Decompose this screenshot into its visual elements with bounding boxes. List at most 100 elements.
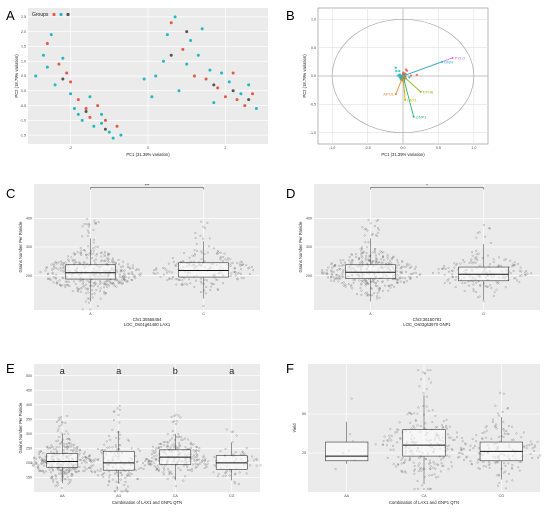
data-point [349,262,352,265]
x-axis-title: PC1 (31.39% variation) [126,152,170,157]
data-point [518,469,521,472]
data-point [66,468,69,471]
data-point [119,478,122,481]
data-point [349,433,351,436]
data-point [399,271,402,273]
data-point [203,459,206,462]
data-point [103,286,105,289]
data-point [199,234,202,237]
data-point [102,282,105,285]
scatter-point [61,56,65,60]
scatter-point [165,33,169,37]
data-point [475,290,478,293]
data-point [115,285,118,288]
x-axis-title: LOC_Os03g63970 GNP1 [403,322,451,327]
data-point [76,446,79,448]
data-point [176,436,178,438]
data-point [442,427,445,429]
data-point [108,284,110,287]
data-point [400,462,403,465]
y-tick-label: -1.0 [310,131,316,135]
data-point [84,283,87,286]
data-point [439,470,442,473]
data-point [129,267,132,270]
data-point [66,415,69,417]
data-point [55,477,58,480]
data-point [403,461,406,464]
data-point [162,273,165,276]
data-point [446,448,449,451]
data-point [83,469,86,472]
x-tick-label: A [369,312,372,316]
data-point [451,276,454,279]
data-point [78,262,81,265]
data-point [112,257,114,260]
data-point [236,278,239,281]
data-point [155,466,158,469]
data-point [71,290,74,293]
data-point [165,269,168,272]
y-tick-label: -1.0 [20,119,26,123]
data-point [175,420,178,423]
data-point [511,467,514,470]
scatter-point [76,98,80,102]
data-point [87,225,90,228]
data-point [153,455,156,458]
data-point [31,462,33,465]
data-point [526,444,529,447]
data-point [52,281,55,284]
data-point [55,262,58,265]
data-point [463,289,466,292]
data-point [90,464,93,467]
y-tick-label: 450 [26,388,32,392]
data-point [80,249,83,252]
data-point [443,273,446,276]
data-point [59,263,62,266]
data-point [485,285,488,288]
data-point [176,446,179,449]
data-point [408,263,411,266]
data-point [70,449,73,451]
data-point [531,443,534,446]
scatter-point [69,92,73,96]
data-point [463,261,466,263]
data-point [366,229,369,232]
x-tick-label: 0 [147,146,149,150]
data-point [335,277,338,280]
scatter-point [220,71,224,75]
data-point [390,262,393,265]
data-point [193,454,195,457]
data-point [491,420,494,423]
data-point [84,300,87,303]
data-point [502,436,505,439]
data-point [54,474,57,477]
data-point [96,252,98,255]
data-point [389,259,392,262]
data-point [69,479,72,481]
data-point [139,274,142,277]
data-point [388,437,391,440]
data-point [234,472,237,475]
data-point [386,279,389,282]
data-point [330,263,333,266]
data-point [194,236,197,239]
data-point [423,487,425,490]
data-point [434,426,437,429]
data-point [67,478,70,481]
data-point [459,262,462,265]
data-point [73,253,76,256]
data-point [409,276,412,279]
data-point [395,264,398,267]
data-point [419,466,422,469]
data-point [523,446,526,449]
data-point [178,445,181,448]
data-point [181,438,184,441]
data-point [88,301,91,304]
data-point [374,260,377,263]
scatter-point [100,112,104,116]
data-point [483,431,486,434]
data-point [499,391,502,394]
data-point [155,267,158,270]
data-point [454,278,457,281]
data-point [162,466,165,469]
